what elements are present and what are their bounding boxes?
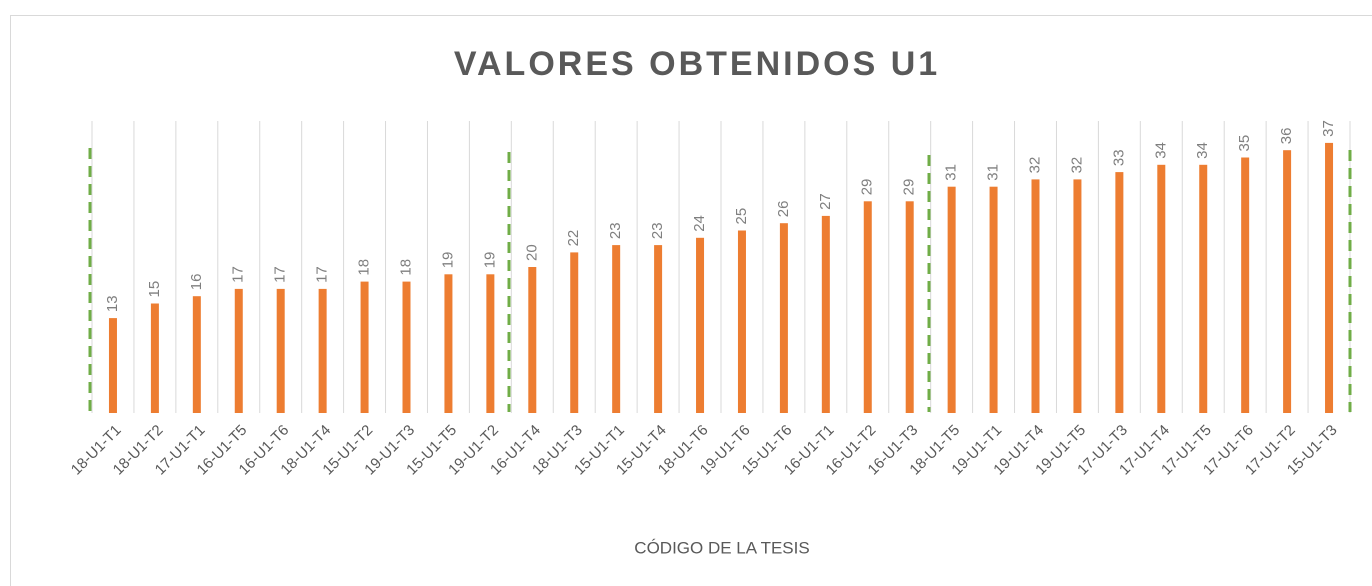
- data-label: 32: [1026, 157, 1043, 174]
- data-label: 23: [649, 222, 666, 239]
- bar: [1157, 164, 1166, 413]
- bar: [360, 281, 369, 413]
- bar: [318, 288, 327, 413]
- bar: [1115, 172, 1124, 413]
- bar: [612, 245, 621, 413]
- chart-title: VALORES OBTENIDOS U1: [454, 45, 940, 83]
- bar: [821, 215, 830, 413]
- data-label: 35: [1236, 135, 1253, 152]
- data-label: 24: [691, 215, 708, 232]
- data-label: 18: [356, 259, 373, 276]
- bar: [989, 186, 998, 413]
- bar: [402, 281, 411, 413]
- data-label: 15: [146, 281, 163, 298]
- grid: [91, 121, 1351, 413]
- data-label: 34: [1152, 142, 1169, 159]
- bar: [192, 296, 201, 413]
- bar: [570, 252, 579, 413]
- bar: [863, 201, 872, 413]
- data-label: 17: [230, 266, 247, 283]
- data-label: 29: [859, 179, 876, 196]
- data-label: 32: [1068, 157, 1085, 174]
- data-label: 19: [481, 252, 498, 269]
- bar: [234, 288, 243, 413]
- data-label: 26: [775, 201, 792, 218]
- data-label: 33: [1110, 149, 1127, 166]
- data-label: 25: [733, 208, 750, 225]
- bar: [1199, 164, 1208, 413]
- data-label: 16: [188, 274, 205, 291]
- bar: [737, 230, 746, 413]
- x-axis-title: CÓDIGO DE LA TESIS: [634, 538, 809, 557]
- bar: [108, 318, 117, 413]
- chart-frame: [10, 15, 1372, 586]
- data-label: 18: [397, 259, 414, 276]
- data-label: 17: [272, 266, 289, 283]
- data-label: 20: [523, 244, 540, 261]
- bar: [486, 274, 495, 413]
- separators: [88, 148, 1352, 412]
- data-label: 22: [565, 230, 582, 247]
- data-label: 31: [985, 164, 1002, 181]
- data-label: 37: [1320, 120, 1337, 137]
- bar: [947, 186, 956, 413]
- bar: [528, 267, 537, 413]
- bar: [1283, 150, 1292, 413]
- bar: [1031, 179, 1040, 413]
- bar: [150, 303, 159, 413]
- data-label: 29: [901, 179, 918, 196]
- bar: [696, 237, 705, 413]
- bar: [1073, 179, 1082, 413]
- bar: [1241, 157, 1250, 413]
- data-label: 19: [439, 252, 456, 269]
- bar: [1325, 142, 1334, 413]
- bar: [444, 274, 453, 413]
- data-label: 36: [1278, 128, 1295, 145]
- data-label: 23: [607, 222, 624, 239]
- data-label: 27: [817, 193, 834, 210]
- bar: [654, 245, 663, 413]
- data-label: 34: [1194, 142, 1211, 159]
- data-label: 13: [104, 295, 121, 312]
- bar: [276, 288, 285, 413]
- data-label: 17: [314, 266, 331, 283]
- bar: [779, 223, 788, 413]
- bar: [905, 201, 914, 413]
- data-label: 31: [943, 164, 960, 181]
